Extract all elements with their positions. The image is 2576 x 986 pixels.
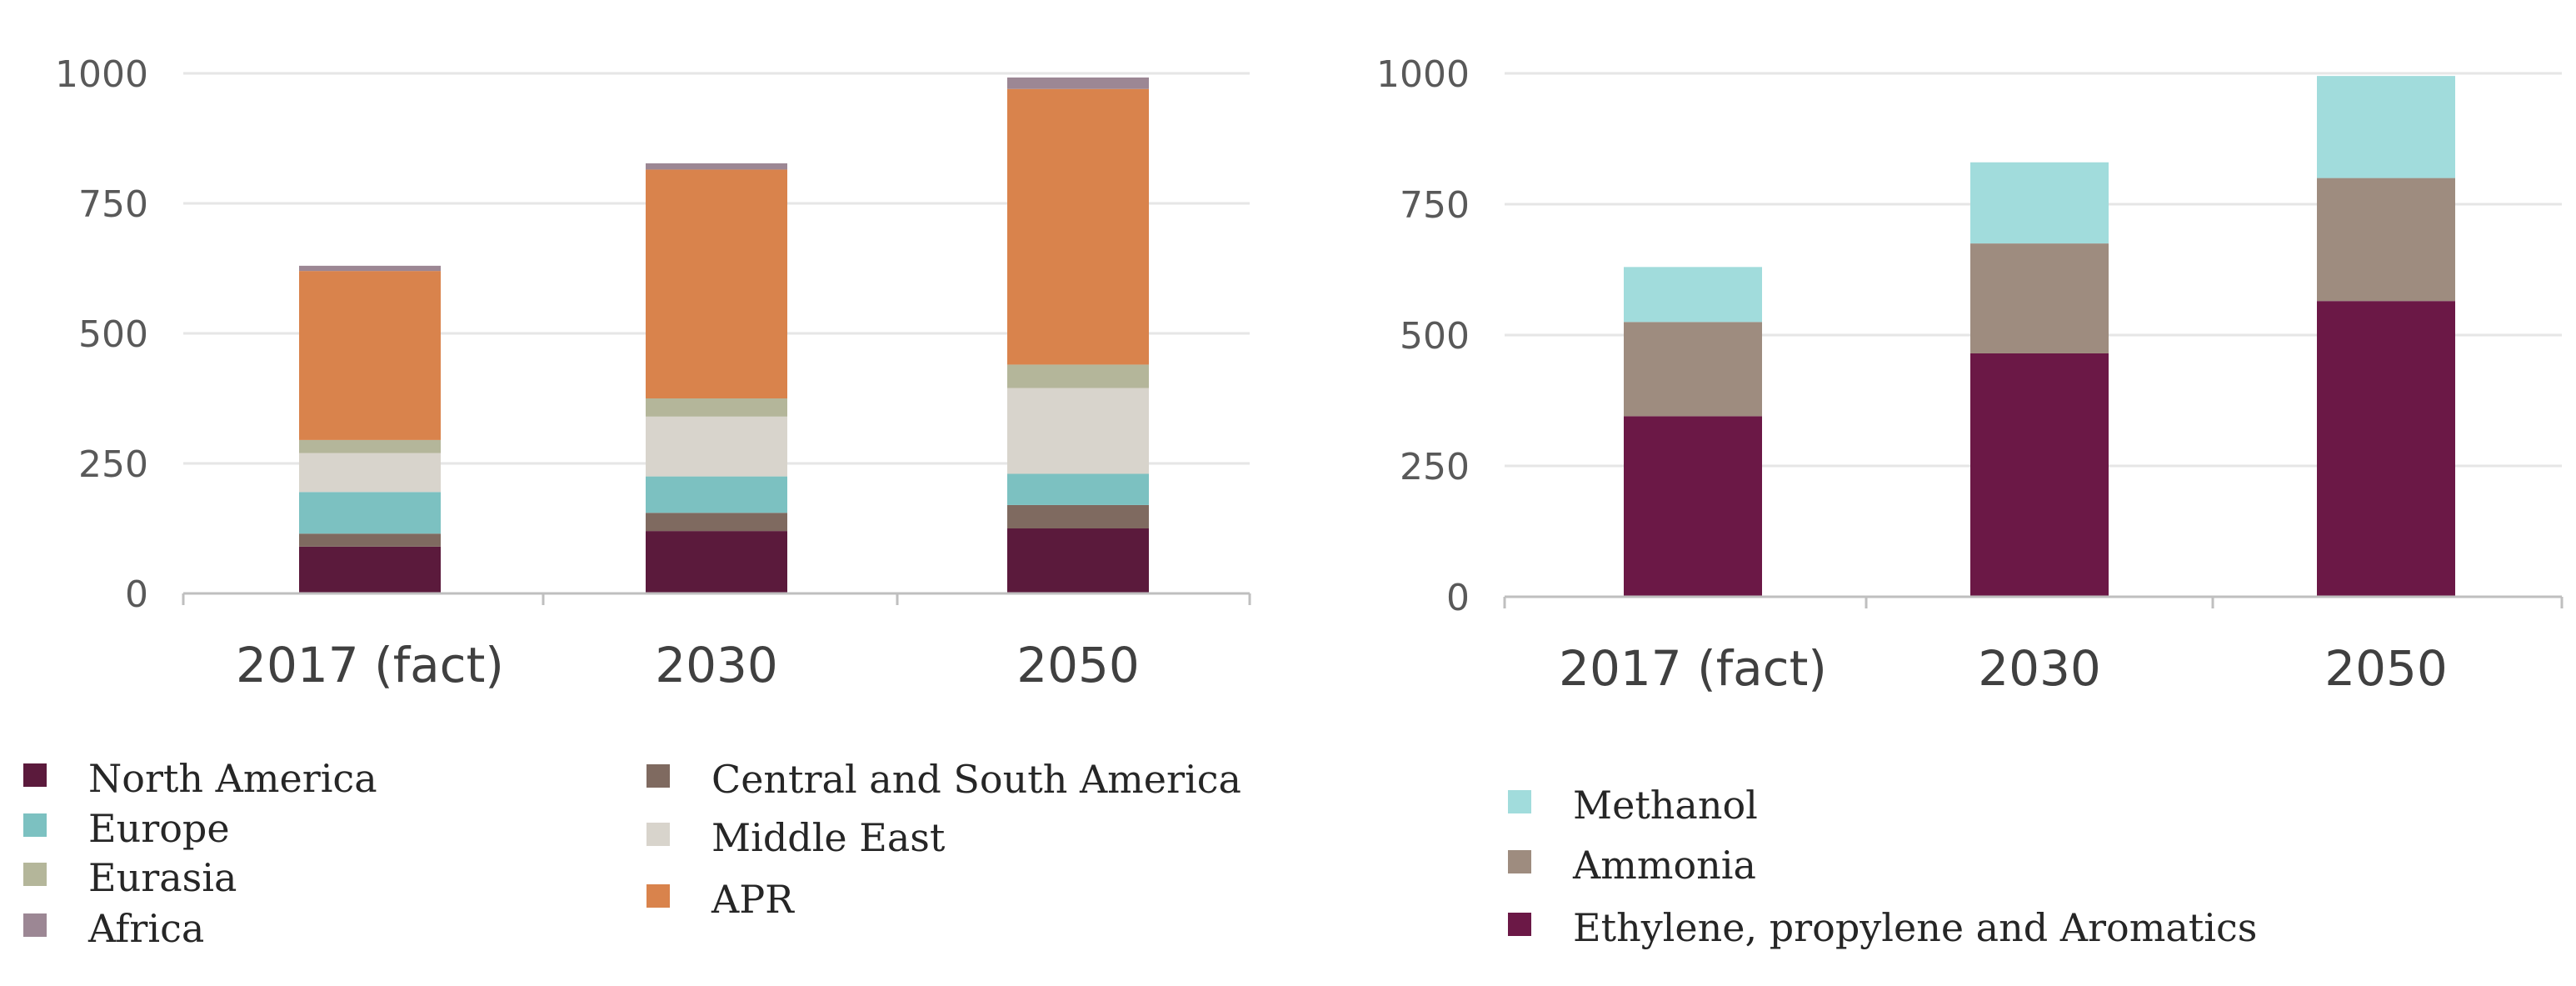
x-category-label: 2030 [655,637,778,693]
bar-central-and-south-america-2017-fact [299,533,441,547]
y-tick-label: 500 [78,313,148,356]
y-tick-label: 1000 [1376,53,1470,96]
x-category-label: 2017 (fact) [236,637,504,693]
legend-label: North America [88,756,377,801]
legend-label: Eurasia [88,855,237,900]
bar-central-and-south-america-2030 [646,513,787,532]
y-tick-label: 250 [1400,446,1470,488]
legend-swatch [1508,850,1531,873]
legend-swatch [1508,913,1531,936]
legend-label: Methanol [1573,783,1758,828]
bar-ammonia-2050 [2317,178,2455,302]
x-category-label: 2030 [1978,640,2101,697]
bar-ethylene-propylene-and-aromatics-2050 [2317,301,2455,597]
legend-swatch [23,913,47,937]
x-category-label: 2050 [1016,637,1140,693]
legend-label: Middle East [711,815,946,860]
bar-apr-2030 [646,169,787,398]
bar-apr-2017-fact [299,271,441,440]
bar-methanol-2017-fact [1624,267,1762,323]
legend-swatch [1508,790,1531,813]
y-tick-label: 750 [78,183,148,226]
legend-swatch [646,764,670,788]
bar-europe-2017-fact [299,492,441,534]
bar-middle-east-2030 [646,416,787,477]
bar-africa-2030 [646,163,787,170]
legend-swatch [646,884,670,908]
bar-north-america-2050 [1007,528,1149,593]
legend-right: Methanol Ammonia Ethylene, propylene and A… [1508,783,2257,950]
legend-label: Ethylene, propylene and Aromatics [1573,905,2257,950]
bar-north-america-2017-fact [299,546,441,593]
y-tick-label: 250 [78,443,148,486]
legend-item-central-and-south-america: Central and South America [646,757,1241,802]
y-tick-label: 0 [1446,577,1470,619]
y-tick-label: 0 [125,573,148,616]
bar-eurasia-2030 [646,398,787,417]
legend-item-africa: Africa [23,906,204,951]
bar-eurasia-2017-fact [299,439,441,453]
legend-swatch [23,863,47,886]
legend-item-eurasia: Eurasia [23,855,237,900]
bar-europe-2050 [1007,473,1149,505]
bar-ammonia-2017-fact [1624,322,1762,417]
legend-item-ethylene-propylene-and-aromatics: Ethylene, propylene and Aromatics [1508,905,2257,950]
bar-ethylene-propylene-and-aromatics-2030 [1970,353,2109,597]
legend-item-methanol: Methanol [1508,783,1758,828]
bar-ethylene-propylene-and-aromatics-2017-fact [1624,416,1762,597]
legend-label: Africa [87,906,204,951]
bar-europe-2030 [646,476,787,513]
bar-eurasia-2050 [1007,364,1149,388]
bar-middle-east-2050 [1007,388,1149,474]
y-tick-label: 500 [1400,315,1470,358]
legend-swatch [23,763,47,787]
chart-2: 0 250 500 750 1000 2017 (fact) 2030 2050 [1376,53,2564,697]
bar-methanol-2050 [2317,76,2455,178]
chart-1: 0 250 500 750 1000 2017 (fact) 2030 2050 [55,53,1251,693]
legend-label: Central and South America [711,757,1241,802]
legend-label: Ammonia [1572,843,1756,888]
bar-ammonia-2030 [1970,243,2109,353]
bar-middle-east-2017-fact [299,453,441,493]
bar-methanol-2030 [1970,162,2109,244]
bar-africa-2050 [1007,77,1149,89]
legend-label: APR [711,877,795,922]
legend-item-europe: Europe [23,806,230,851]
bar-central-and-south-america-2050 [1007,504,1149,528]
legend-item-north-america: North America [23,756,377,801]
bar-africa-2017-fact [299,265,441,272]
legend-swatch [646,823,670,846]
legend-item-middle-east: Middle East [646,815,946,860]
y-tick-label: 1000 [55,53,148,96]
legend-item-apr: APR [646,877,795,922]
x-category-label: 2050 [2324,640,2448,697]
bar-apr-2050 [1007,88,1149,365]
legend-item-ammonia: Ammonia [1508,843,1756,888]
x-category-label: 2017 (fact) [1559,640,1827,697]
y-tick-label: 750 [1400,184,1470,227]
legend-swatch [23,813,47,837]
bar-north-america-2030 [646,531,787,593]
legend-label: Europe [88,806,230,851]
